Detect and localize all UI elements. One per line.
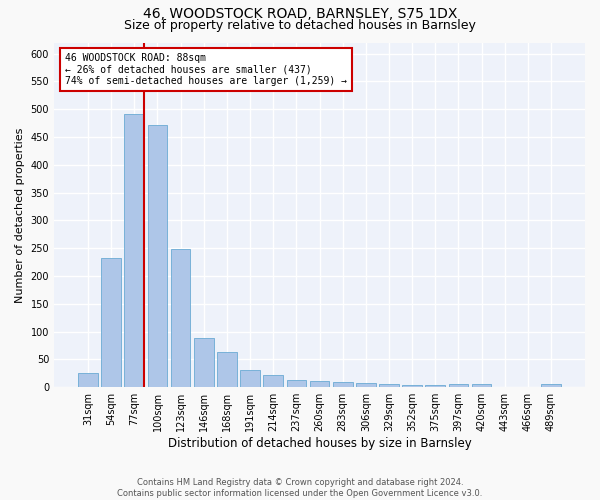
Bar [263, 375, 283, 387]
Bar [333, 382, 353, 387]
Bar [402, 385, 422, 387]
Y-axis label: Number of detached properties: Number of detached properties [15, 127, 25, 302]
Bar [101, 258, 121, 387]
Bar [240, 370, 260, 387]
Bar [495, 386, 515, 387]
Bar [425, 385, 445, 387]
Text: Size of property relative to detached houses in Barnsley: Size of property relative to detached ho… [124, 18, 476, 32]
Bar [217, 352, 237, 387]
Bar [148, 125, 167, 387]
Bar [78, 374, 98, 387]
Text: 46 WOODSTOCK ROAD: 88sqm
← 26% of detached houses are smaller (437)
74% of semi-: 46 WOODSTOCK ROAD: 88sqm ← 26% of detach… [65, 53, 347, 86]
Text: Contains HM Land Registry data © Crown copyright and database right 2024.
Contai: Contains HM Land Registry data © Crown c… [118, 478, 482, 498]
Bar [356, 384, 376, 387]
Bar [472, 384, 491, 387]
Bar [541, 384, 561, 387]
Bar [449, 384, 468, 387]
Bar [171, 249, 190, 387]
X-axis label: Distribution of detached houses by size in Barnsley: Distribution of detached houses by size … [167, 437, 472, 450]
Bar [287, 380, 306, 387]
Text: 46, WOODSTOCK ROAD, BARNSLEY, S75 1DX: 46, WOODSTOCK ROAD, BARNSLEY, S75 1DX [143, 8, 457, 22]
Bar [379, 384, 399, 387]
Bar [194, 338, 214, 387]
Bar [310, 381, 329, 387]
Bar [124, 114, 144, 387]
Bar [518, 386, 538, 387]
